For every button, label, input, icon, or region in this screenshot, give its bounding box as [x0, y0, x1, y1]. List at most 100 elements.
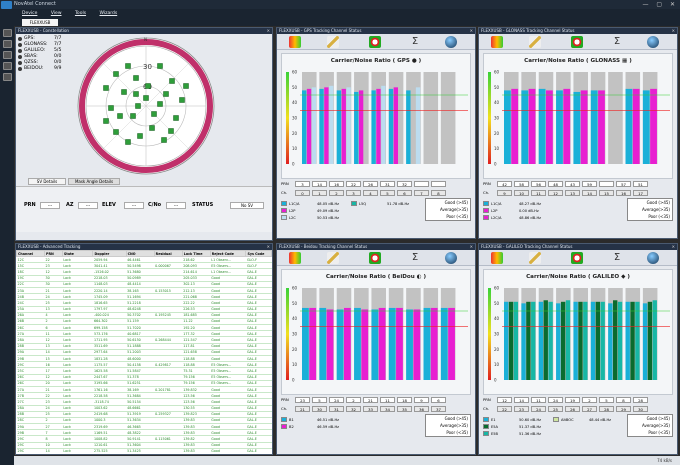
- cno-bar[interactable]: [319, 88, 324, 164]
- satellite-marker[interactable]: [157, 63, 163, 69]
- ch-cell[interactable]: 30: [633, 406, 648, 412]
- cno-bar[interactable]: [388, 307, 396, 380]
- cno-bar[interactable]: [548, 301, 553, 380]
- prn-cell[interactable]: 31: [380, 181, 395, 187]
- table-row[interactable]: 26B 2 Lock 664.302 51.159 11.22 Good GAL-E: [16, 318, 272, 326]
- ch-cell[interactable]: 35: [397, 406, 412, 412]
- cno-bar[interactable]: [635, 301, 640, 380]
- satellite-marker[interactable]: [121, 89, 127, 95]
- table-row[interactable]: 29C 8 Lock 1008.82 50.9141 0.115061 139.82 Good…: [16, 435, 272, 443]
- satellite-marker[interactable]: [157, 101, 163, 107]
- cno-bar[interactable]: [344, 307, 351, 380]
- prn-cell[interactable]: 51: [633, 181, 648, 187]
- satellite-marker[interactable]: [130, 113, 136, 119]
- cno-bar[interactable]: [504, 301, 509, 380]
- satellite-marker[interactable]: [143, 95, 149, 101]
- prn-cell[interactable]: 5: [312, 397, 327, 403]
- sigma-icon[interactable]: Σ: [613, 252, 621, 263]
- menu-view[interactable]: View: [50, 11, 62, 16]
- table-row[interactable]: 15C 23 Lock 3041.41 50.5498 0.000067 208.093 E5…: [16, 262, 272, 270]
- ch-cell[interactable]: 30: [312, 406, 327, 412]
- mask-angle-tab[interactable]: Mask Angle Details: [68, 178, 120, 185]
- satellite-marker[interactable]: [168, 128, 174, 134]
- table-row[interactable]: 24B 24 Lock 1745.09 51.1694 221.068 Good GAL-E: [16, 293, 272, 301]
- cno-bar[interactable]: [538, 301, 544, 380]
- table-row[interactable]: 25C 17 Lock 1625.58 51.5847 75.31 E5 Observ...…: [16, 367, 272, 375]
- globe-icon[interactable]: [647, 36, 659, 48]
- table-row[interactable]: 29C 10 Lock 1210.61 51.3604 139.83 Good GAL-E: [16, 442, 272, 449]
- prn-cell[interactable]: 11: [531, 397, 546, 403]
- cno-bar[interactable]: [508, 301, 514, 380]
- cno-bar[interactable]: [376, 88, 381, 164]
- prn-cell[interactable]: 42: [497, 181, 512, 187]
- prn-cell[interactable]: [431, 181, 446, 187]
- cno-bar[interactable]: [556, 90, 563, 164]
- ch-cell[interactable]: 5: [380, 190, 395, 196]
- table-row[interactable]: 28A 12 Lock 1711.95 50.6150 0.268444 121.547 Go…: [16, 336, 272, 344]
- cno-bar[interactable]: [329, 85, 334, 164]
- table-row[interactable]: 25A 13 Lock 1797.97 48.6248 226.53 Good GAL-E: [16, 306, 272, 313]
- prn-cell[interactable]: 16: [329, 181, 344, 187]
- column-header[interactable]: CNO: [125, 250, 155, 257]
- cno-bar[interactable]: [430, 307, 438, 380]
- target-icon[interactable]: [571, 252, 583, 264]
- ruler-icon[interactable]: [529, 252, 541, 264]
- prn-cell[interactable]: 58: [514, 181, 529, 187]
- column-header[interactable]: Channel: [16, 250, 46, 257]
- column-header[interactable]: Residual: [153, 250, 183, 257]
- cno-bar[interactable]: [526, 301, 531, 380]
- cno-bar[interactable]: [538, 88, 546, 164]
- cno-bar[interactable]: [625, 301, 630, 380]
- ch-cell[interactable]: 7: [414, 190, 429, 196]
- prn-cell[interactable]: 28: [633, 397, 648, 403]
- cno-bar[interactable]: [413, 309, 421, 380]
- table-row[interactable]: 29A 14 Lock 2977.64 51.2003 121.658 Good GAL-E: [16, 349, 272, 357]
- prn-cell[interactable]: 43: [565, 181, 580, 187]
- ch-cell[interactable]: 8: [431, 190, 446, 196]
- satellite-marker[interactable]: [135, 103, 141, 109]
- satellite-marker[interactable]: [145, 83, 151, 89]
- cno-bar[interactable]: [341, 88, 346, 164]
- ch-cell[interactable]: 28: [599, 406, 614, 412]
- table-row[interactable]: 29B 7 Lock 1169.51 48.3822 139.83 Good GAL-E: [16, 429, 272, 437]
- device-tab[interactable]: FLEXXUSB: [22, 19, 58, 26]
- cno-bar[interactable]: [613, 300, 618, 380]
- window-controls[interactable]: — ▢ ✕: [642, 1, 678, 8]
- ch-cell[interactable]: 24: [531, 406, 546, 412]
- ch-cell[interactable]: 10: [514, 190, 529, 196]
- prn-cell[interactable]: 12: [497, 397, 512, 403]
- satellite-marker[interactable]: [161, 137, 167, 143]
- prn-cell[interactable]: 57: [616, 181, 631, 187]
- prn-cell[interactable]: 21: [363, 397, 378, 403]
- cno-bar[interactable]: [573, 91, 581, 164]
- prn-cell[interactable]: 32: [397, 181, 412, 187]
- ch-cell[interactable]: 13: [565, 190, 580, 196]
- ch-cell[interactable]: 29: [616, 406, 631, 412]
- table-row[interactable]: 26A 4 Lock -400.024 50.3702 0.195245 181.685 Go…: [16, 312, 272, 319]
- ch-cell[interactable]: 9: [497, 190, 512, 196]
- ch-cell[interactable]: 15: [599, 190, 614, 196]
- cno-bar[interactable]: [652, 300, 657, 380]
- column-header[interactable]: Sys Code: [245, 250, 272, 257]
- tracking-table-wrap[interactable]: Channel PRN State Doppler CNO Residual Lock Ti…: [16, 250, 272, 454]
- cno-bar[interactable]: [440, 307, 448, 380]
- ch-cell[interactable]: 17: [633, 190, 648, 196]
- sigma-icon[interactable]: Σ: [411, 36, 419, 47]
- cno-bar[interactable]: [371, 90, 376, 164]
- cno-bar[interactable]: [598, 90, 605, 164]
- menu-tools[interactable]: Tools: [74, 11, 87, 16]
- ch-cell[interactable]: 23: [514, 406, 529, 412]
- prn-cell[interactable]: 19: [565, 397, 580, 403]
- column-header[interactable]: Reject Code: [209, 250, 247, 257]
- prn-cell[interactable]: 14: [312, 181, 327, 187]
- cno-bar[interactable]: [595, 301, 601, 380]
- cno-bar[interactable]: [378, 307, 386, 380]
- console-icon[interactable]: [3, 29, 12, 37]
- satellite-marker[interactable]: [125, 63, 131, 69]
- cno-bar[interactable]: [630, 301, 635, 380]
- satellite-marker[interactable]: [137, 133, 143, 139]
- cno-bar[interactable]: [560, 301, 566, 380]
- position-icon[interactable]: [3, 51, 12, 59]
- table-row[interactable]: 27B 22 Lock 2218.58 51.3684 123.56 Good GAL-E: [16, 392, 272, 400]
- cno-bar[interactable]: [511, 88, 519, 164]
